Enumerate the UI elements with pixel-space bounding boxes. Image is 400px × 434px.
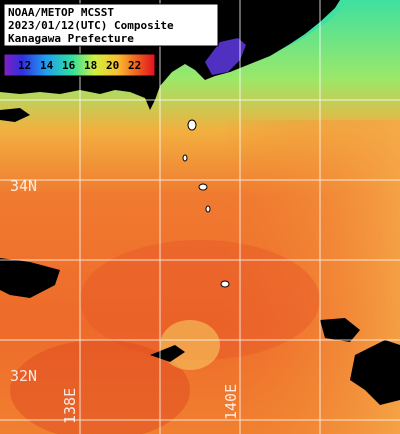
legend-label: 16 — [62, 59, 76, 72]
legend-label: 12 — [18, 59, 31, 72]
legend-label: 18 — [84, 59, 97, 72]
header-line: NOAA/METOP MCSST — [8, 6, 114, 19]
longitude-label: 138E — [61, 388, 79, 424]
legend-labels: 12 14 16 18 20 22 — [18, 59, 141, 72]
legend-label: 14 — [40, 59, 54, 72]
islands — [182, 119, 230, 288]
bay — [205, 38, 246, 75]
legend-label: 22 — [128, 59, 141, 72]
latitude-label: 34N — [10, 177, 37, 195]
header-line: 2023/01/12(UTC) Composite — [8, 19, 174, 32]
latitude-label: 32N — [10, 367, 37, 385]
color-bar — [3, 53, 156, 77]
header-box — [3, 3, 219, 47]
legend-label: 20 — [106, 59, 119, 72]
longitude-label: 140E — [222, 384, 240, 420]
header-line: Kanagawa Prefecture — [8, 32, 134, 45]
